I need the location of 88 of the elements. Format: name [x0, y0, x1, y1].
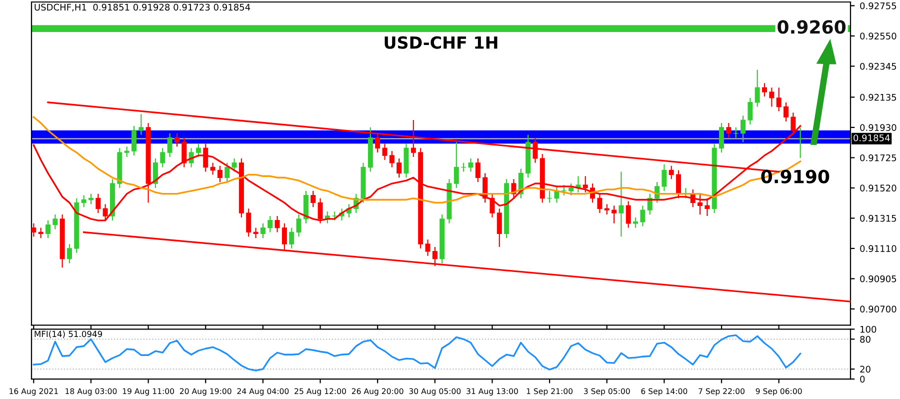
candlestick — [389, 150, 394, 168]
y-tick-label: 0.91520 — [860, 184, 896, 192]
y-tick-label: 100 — [860, 326, 876, 333]
candlestick — [232, 158, 237, 172]
candlestick — [698, 193, 703, 216]
candlestick — [740, 115, 746, 143]
y-tick-label: 0.92550 — [860, 32, 896, 40]
chart-subtitle: USDCHF,H1 0.91851 0.91928 0.91723 0.91854 — [34, 4, 250, 12]
candlestick — [289, 227, 294, 249]
candlestick — [532, 137, 538, 164]
candlestick — [568, 182, 574, 196]
y-tick-label: 0.91110 — [860, 245, 896, 252]
candlestick — [210, 162, 216, 176]
candlestick — [160, 148, 166, 168]
candlestick — [224, 162, 230, 183]
candlestick — [604, 204, 610, 216]
y-tick-label: 0.91930 — [860, 124, 896, 131]
candlestick — [88, 193, 94, 205]
candlestick — [762, 82, 768, 97]
candlestick — [303, 190, 308, 224]
candlestick — [382, 143, 388, 160]
ref-line-label: 0.91854 — [854, 134, 890, 142]
y-tick-label: 20 — [860, 366, 870, 373]
candlestick — [52, 214, 58, 230]
candlestick — [274, 215, 280, 233]
candlestick — [640, 205, 646, 227]
candlestick — [676, 170, 682, 199]
candlestick — [776, 87, 782, 112]
candlestick — [633, 216, 638, 228]
candlestick — [769, 87, 774, 108]
candlestick — [124, 146, 130, 158]
candlestick — [704, 198, 710, 217]
candlestick — [597, 193, 602, 214]
candlestick — [260, 222, 266, 239]
candlestick — [310, 190, 316, 208]
candlestick — [748, 97, 753, 126]
candlestick — [203, 143, 208, 172]
candlestick — [217, 165, 222, 183]
candlestick — [246, 208, 252, 238]
y-tick-label: 0 — [860, 376, 865, 383]
candlestick — [131, 125, 136, 156]
candlestick — [754, 69, 760, 108]
candlestick — [468, 158, 474, 172]
candlestick — [268, 215, 273, 233]
candlestick — [726, 122, 732, 138]
candlestick — [45, 220, 50, 239]
candlestick — [626, 200, 631, 228]
candlestick — [167, 132, 172, 158]
candlestick — [253, 227, 258, 239]
y-tick-label: 80 — [860, 336, 870, 343]
candlestick — [668, 165, 674, 180]
candlestick — [66, 243, 72, 264]
candlestick — [81, 194, 86, 208]
candlestick — [496, 208, 502, 248]
candlestick — [396, 158, 402, 178]
chart-title: MFI(14) 51.0949 — [34, 330, 102, 338]
candlestick — [798, 127, 803, 159]
candlestick — [296, 214, 302, 238]
candlestick — [612, 205, 617, 224]
candlestick — [138, 114, 144, 136]
y-tick-label: 0.91725 — [860, 154, 896, 162]
candlestick — [618, 171, 624, 238]
candlestick — [454, 142, 459, 188]
candlestick — [662, 164, 667, 192]
candlestick — [182, 137, 187, 168]
candlestick — [32, 222, 36, 238]
y-tick-label: 0.92755 — [860, 2, 896, 10]
candlestick — [784, 102, 789, 122]
candlestick — [475, 158, 480, 183]
candlestick — [196, 143, 201, 158]
y-tick-label: 0.90905 — [860, 275, 896, 282]
candlestick — [152, 158, 158, 188]
candlestick — [432, 246, 438, 267]
candlestick — [375, 132, 380, 154]
candlestick — [410, 120, 416, 158]
ref-line-label: 0.9260 — [778, 20, 846, 34]
candlestick — [425, 239, 430, 256]
annotation: 0.9190 — [761, 170, 830, 184]
candlestick — [719, 122, 724, 154]
candlestick — [582, 176, 588, 193]
y-tick-label: 0.92345 — [860, 62, 896, 70]
candlestick — [96, 193, 101, 214]
y-tick-label: 0.92135 — [860, 94, 896, 101]
candlestick — [174, 132, 180, 148]
candlestick — [38, 227, 44, 239]
y-tick-label: 0.91315 — [860, 214, 896, 222]
text: USD-CHF 1H — [384, 36, 498, 49]
y-tick-label: 0.90700 — [860, 306, 896, 313]
